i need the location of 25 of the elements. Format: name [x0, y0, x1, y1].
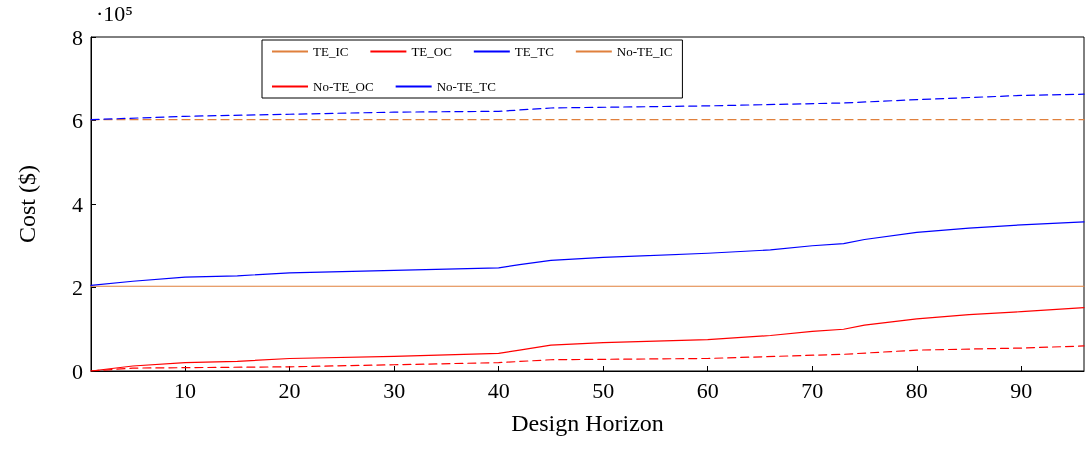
- y-tick-label: 0: [72, 358, 83, 384]
- x-tick-label: 70: [801, 377, 824, 403]
- x-axis-title: Design Horizon: [511, 410, 664, 436]
- y-tick-label: 6: [72, 108, 83, 133]
- x-tick-label: 60: [696, 377, 719, 403]
- x-tick-label: 30: [383, 377, 406, 403]
- legend-label: TE_OC: [411, 44, 452, 59]
- legend-label: No-TE_IC: [616, 44, 673, 59]
- y-tick-label: 8: [72, 24, 83, 50]
- text: ·10⁵: [96, 0, 133, 26]
- x-tick-label: 50: [592, 377, 615, 403]
- x-tick-label: 20: [278, 377, 301, 403]
- x-tick-label: 80: [905, 377, 928, 403]
- y-axis-title: Cost ($): [14, 165, 40, 243]
- y-tick-label: 2: [72, 275, 83, 300]
- x-tick-label: 10: [174, 377, 197, 403]
- y-tick-label: 4: [72, 191, 83, 217]
- legend-label: TE_TC: [514, 44, 554, 59]
- x-tick-label: 90: [1010, 377, 1033, 403]
- legend-label: No-TE_TC: [436, 79, 496, 94]
- legend-label: No-TE_OC: [313, 79, 374, 94]
- line-series: [90, 221, 1085, 287]
- x-tick-label: 40: [487, 377, 510, 403]
- legend-label: TE_IC: [313, 44, 349, 59]
- line-series: [90, 93, 1085, 121]
